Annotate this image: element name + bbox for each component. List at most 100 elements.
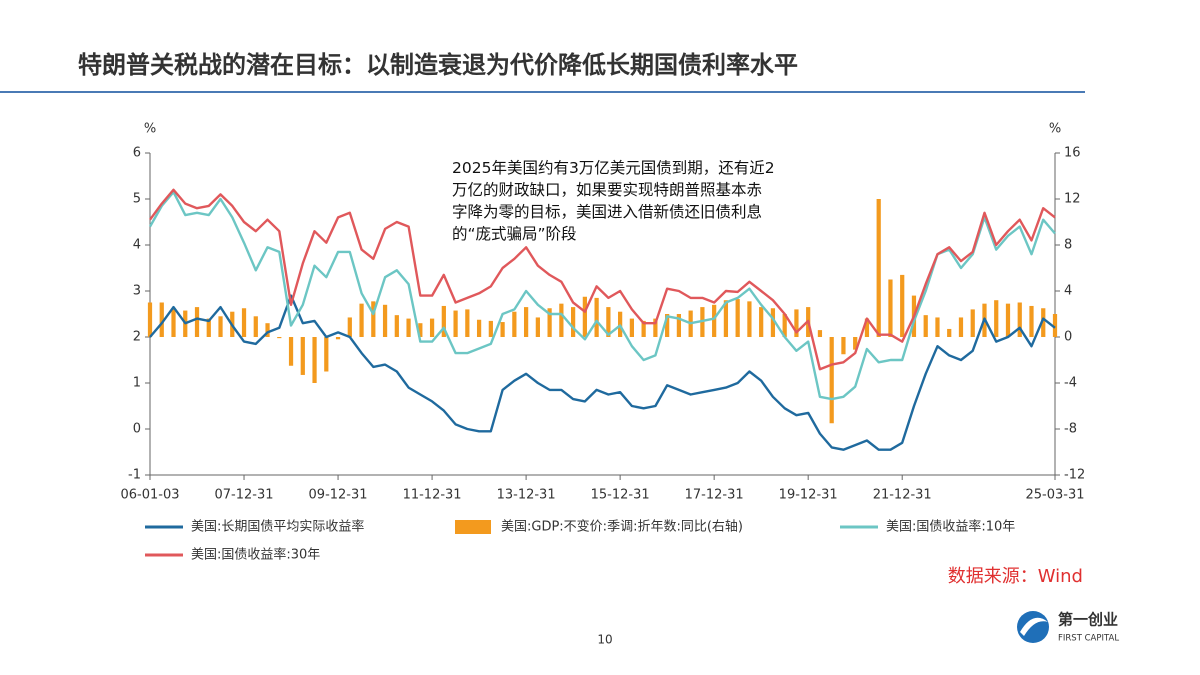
y2-tick-label: 0 xyxy=(1064,330,1072,345)
bar xyxy=(159,302,164,337)
bar xyxy=(841,337,846,355)
x-tick-label: 11-12-31 xyxy=(403,488,462,503)
annotation: 2025年美国约有3万亿美元国债到期，还有近2 万亿的财政缺口，如果要实现特朗普照… xyxy=(452,157,872,245)
bar xyxy=(876,199,881,337)
bar xyxy=(994,300,999,337)
line-series xyxy=(148,190,1056,401)
bar xyxy=(853,337,858,350)
bar xyxy=(759,307,764,337)
y2-tick-label: -8 xyxy=(1064,422,1077,437)
bar xyxy=(206,318,211,337)
bar xyxy=(935,317,940,337)
y-unit: % xyxy=(144,122,156,137)
x-tick-label: 19-12-31 xyxy=(779,488,838,503)
y2-unit: % xyxy=(1049,122,1061,137)
y-tick-label: 5 xyxy=(133,192,141,207)
bar xyxy=(712,304,717,337)
bar xyxy=(441,305,446,337)
y2-tick-label: 12 xyxy=(1064,192,1081,207)
logo-name: 第一创业 xyxy=(1058,611,1118,629)
bar xyxy=(559,303,564,337)
bar xyxy=(253,316,258,337)
source: 数据来源：Wind xyxy=(948,566,1083,587)
bar xyxy=(194,307,200,337)
bar xyxy=(324,337,329,372)
y-tick-label: 1 xyxy=(133,376,141,391)
bar xyxy=(641,320,646,337)
bar xyxy=(1041,308,1046,337)
y-tick-label: 4 xyxy=(133,238,141,253)
legend-label: 美国:GDP:不变价:季调:折年数:同比(右轴) xyxy=(501,519,743,535)
bar xyxy=(888,279,893,337)
bar xyxy=(523,307,529,337)
logo-swoosh xyxy=(1020,617,1048,636)
bar xyxy=(547,308,552,337)
y2-tick-label: 16 xyxy=(1064,146,1081,161)
x-tick-label: 21-12-31 xyxy=(873,488,932,503)
y-tick-label: 3 xyxy=(133,284,141,299)
bar xyxy=(171,308,176,337)
bar xyxy=(782,314,787,337)
bar xyxy=(277,337,282,339)
bar xyxy=(629,318,634,337)
bar xyxy=(312,337,317,383)
legend-label: 美国:国债收益率:30年 xyxy=(191,547,320,563)
bar xyxy=(371,301,376,337)
bar xyxy=(288,337,294,366)
bar xyxy=(359,303,364,337)
y-tick-label: 0 xyxy=(133,422,141,437)
bar xyxy=(864,318,870,337)
bar xyxy=(582,296,587,337)
y2-tick-label: 8 xyxy=(1064,238,1072,253)
bar xyxy=(817,330,823,337)
bar xyxy=(488,320,493,337)
y-tick-label: -1 xyxy=(128,468,141,483)
bar xyxy=(500,322,505,337)
bar xyxy=(770,308,776,337)
logo-mark xyxy=(1017,611,1049,643)
page-title: 特朗普关税战的潜在目标：以制造衰退为代价降低长期国债利率水平 xyxy=(78,51,798,79)
bar xyxy=(335,337,341,340)
bar xyxy=(923,315,928,337)
bar xyxy=(429,318,435,337)
bar xyxy=(453,310,458,337)
bar xyxy=(665,314,670,337)
bar xyxy=(653,318,658,337)
x-tick-label: 15-12-31 xyxy=(591,488,650,503)
logo-english: FIRST CAPITAL xyxy=(1058,634,1119,644)
bar xyxy=(794,309,799,337)
annotation-line: 字降为零的目标，美国进入借新债还旧债利息 xyxy=(452,203,763,221)
bar xyxy=(535,317,540,337)
bar xyxy=(829,337,834,424)
bar xyxy=(1005,303,1011,337)
bar xyxy=(735,299,740,337)
x-tick-label: 17-12-31 xyxy=(685,488,744,503)
bar xyxy=(594,297,599,337)
bar xyxy=(347,317,352,337)
bar xyxy=(571,307,576,337)
bar xyxy=(406,318,411,337)
x-tick-label: 09-12-31 xyxy=(309,488,368,503)
bar xyxy=(900,274,905,337)
bar xyxy=(676,314,682,337)
bar xyxy=(265,323,270,337)
bar xyxy=(1017,302,1022,337)
x-tick-label: 07-12-31 xyxy=(215,488,274,503)
bar xyxy=(300,337,305,375)
bar xyxy=(606,307,611,337)
y-tick-label: 6 xyxy=(133,146,141,161)
x-tick-label: 25-03-31 xyxy=(1025,488,1084,503)
y-tick-label: 2 xyxy=(133,330,141,345)
bar xyxy=(418,323,423,337)
bar xyxy=(241,308,247,337)
bar xyxy=(747,301,752,337)
bar xyxy=(947,328,952,337)
bar xyxy=(382,304,388,337)
bar xyxy=(147,302,153,337)
legend-label: 美国:长期国债平均实际收益率 xyxy=(191,519,364,535)
bar xyxy=(970,309,975,337)
bar xyxy=(1052,314,1058,337)
annotation-line: 的“庞式骗局”阶段 xyxy=(452,225,577,243)
